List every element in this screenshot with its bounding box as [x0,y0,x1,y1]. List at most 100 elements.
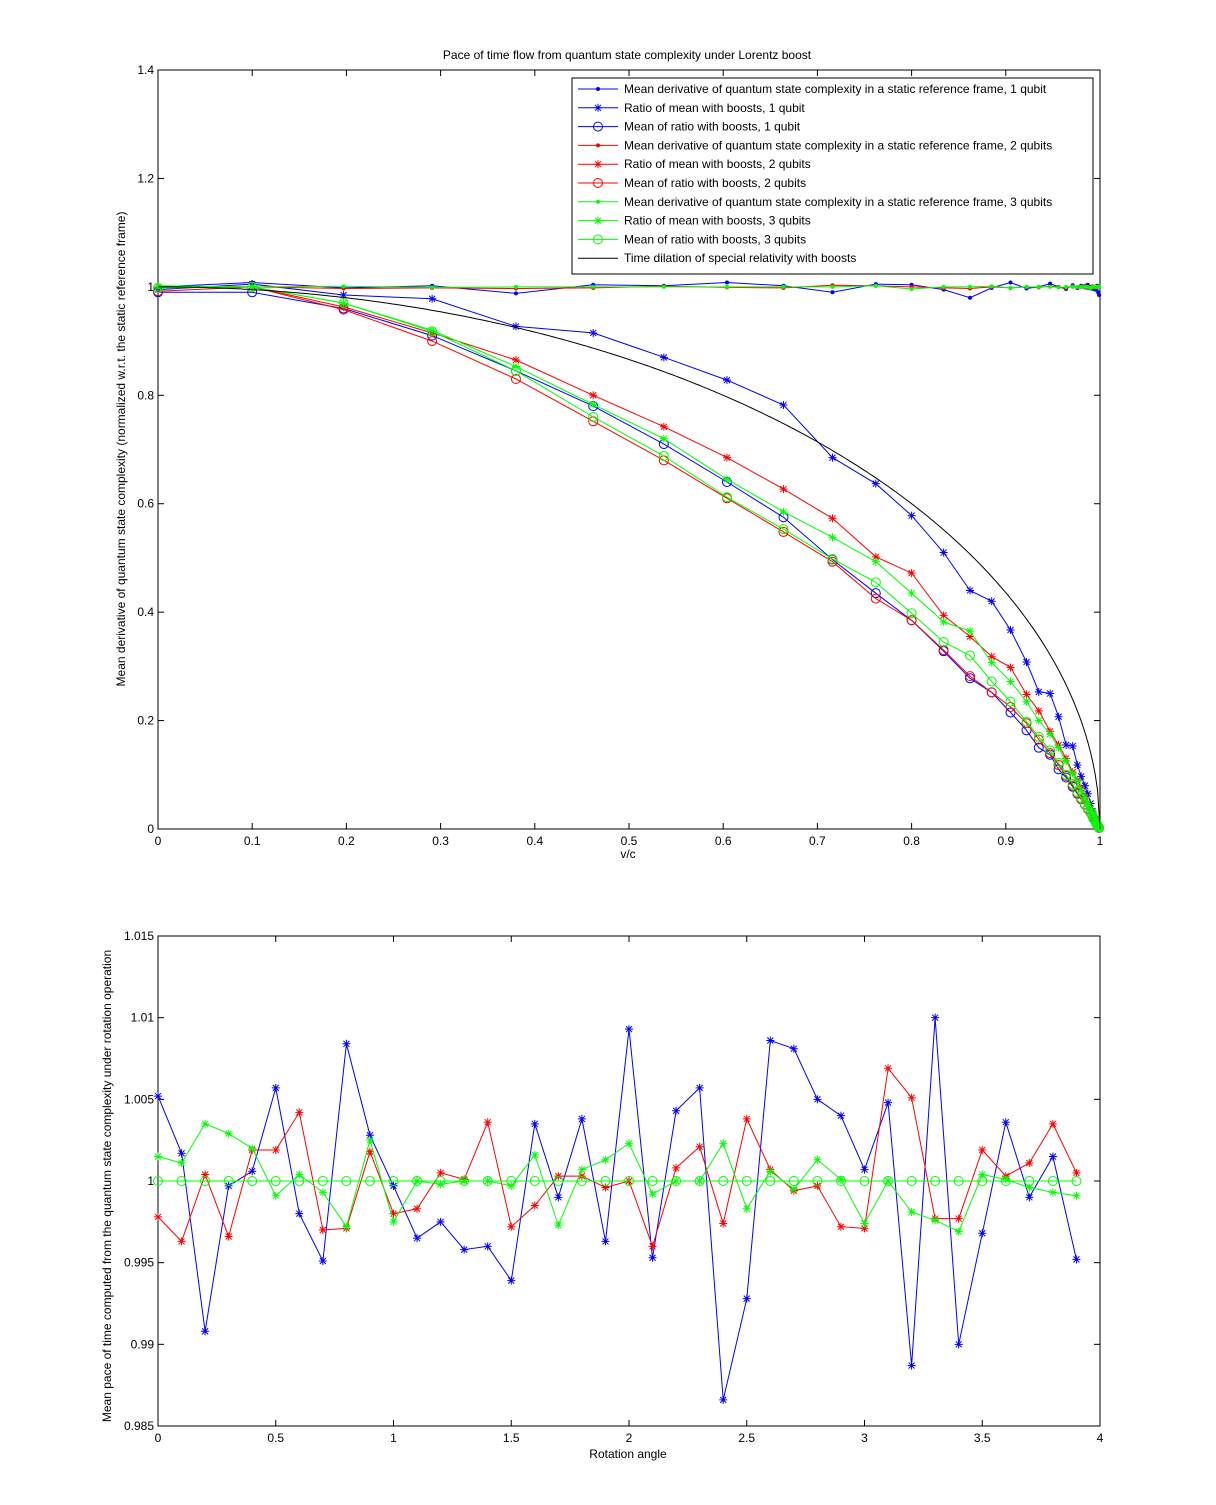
data-point [789,1185,798,1194]
data-point [742,1204,751,1213]
data-point [1053,757,1064,768]
y-axis-label: Mean pace of time computed from the quan… [100,950,114,1422]
data-point [270,1176,281,1186]
data-point [318,1257,327,1266]
data-point [436,1168,445,1177]
data-point [554,1193,563,1202]
data-point [317,1176,328,1186]
data-point [836,1175,845,1184]
data-point [931,1216,940,1225]
series-group [153,280,1105,833]
data-point [906,615,917,626]
data-point [201,1327,210,1336]
data-point [589,391,598,400]
data-point [624,1176,634,1186]
legend-label: Mean of ratio with boosts, 3 qubits [624,232,806,246]
data-point [965,671,976,682]
data-point [177,1237,186,1246]
data-point [1072,1255,1081,1264]
series-line [157,1017,1077,1401]
data-point [989,284,994,289]
data-point [779,401,788,410]
x-tick-label: 1 [390,1431,397,1445]
legend-entry: Mean of ratio with boosts, 2 qubits [578,176,806,190]
data-point [482,1176,493,1186]
data-point [978,1145,987,1154]
legend-entry: Ratio of mean with boosts, 2 qubits [578,157,811,171]
data-point [1073,761,1082,770]
axis-ticks: 0 0.5 1 1.5 2 2.5 3 3.5 4 0.985 0.99 0.995 1 1.005 1.0… [124,929,1104,1445]
data-point [909,287,914,292]
data-point [1048,1152,1057,1161]
data-point [648,1242,657,1251]
series-3 [153,287,1105,833]
legend-marker [593,178,603,188]
data-point [765,1176,776,1186]
legend-label: Mean of ratio with boosts, 2 qubits [624,176,806,190]
legend-marker [593,234,603,245]
legend: Mean derivative of quantum state complex… [571,77,1094,275]
data-point [436,1180,445,1189]
data-point [1068,742,1077,751]
data-point [201,1170,210,1179]
x-tick-label: 0 [155,834,162,848]
legend-entry: Time dilation of special relativity with… [578,251,856,265]
series-line [157,286,1100,829]
data-point [1062,757,1071,766]
data-point [248,1167,257,1176]
series-line [158,286,1100,829]
data-point [271,1145,280,1154]
data-point [659,353,668,362]
data-point [1025,1193,1034,1202]
data-point [978,1170,987,1179]
x-tick-label: 2 [626,1431,633,1445]
legend-label: Mean derivative of quantum state complex… [624,195,1052,209]
data-point [671,1176,682,1186]
data-point [511,356,520,365]
x-tick-label: 0.5 [267,1431,284,1445]
data-point [427,336,438,347]
data-point [364,1176,375,1186]
legend-entry: Mean of ratio with boosts, 3 qubits [578,232,806,246]
data-point [529,1176,540,1186]
data-point [695,1083,704,1092]
data-point [1054,712,1063,721]
data-point [966,586,975,595]
series-line [157,286,1100,829]
x-tick-label: 0.7 [809,834,826,848]
data-point [939,611,948,620]
data-point [1034,706,1043,715]
data-point [1005,707,1016,718]
data-point [1072,1191,1081,1200]
data-point [201,1119,210,1128]
data-point [339,290,348,299]
data-point [1064,284,1069,289]
data-point [295,1108,304,1117]
data-point [1033,742,1044,753]
data-point [530,1150,539,1159]
data-point [659,422,668,431]
data-point [968,284,973,289]
data-point [954,1227,963,1236]
y-tick-label: 1.4 [137,63,154,77]
legend-entry: Mean derivative of quantum state complex… [578,82,1047,96]
data-point [648,1190,657,1199]
y-tick-label: 0.995 [124,1256,154,1270]
series-2 [154,1064,1081,1251]
series-line [157,283,1100,829]
data-point [1091,818,1102,829]
data-point [724,284,729,289]
data-point [430,285,435,290]
data-point [271,1083,280,1092]
x-tick-label: 0.4 [526,834,543,848]
series-line [158,286,1101,830]
data-point [1006,677,1015,686]
data-point [601,1183,610,1192]
data-point [836,1111,845,1120]
x-tick-label: 3 [861,1431,868,1445]
data-point [884,1098,893,1107]
data-point [588,411,599,422]
rotation-chart: 0 0.5 1 1.5 2 2.5 3 3.5 4 0.985 0.99 0.995 1 1.005 1.0… [100,929,1104,1461]
data-point [154,1092,162,1101]
